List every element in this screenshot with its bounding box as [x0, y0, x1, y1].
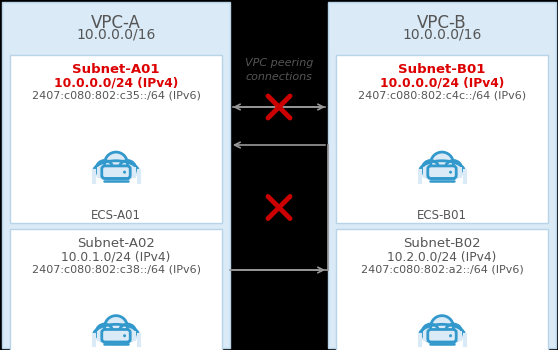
Bar [97, 167, 136, 178]
Text: 10.0.0.0/24 (IPv4): 10.0.0.0/24 (IPv4) [54, 77, 178, 90]
Bar [336, 55, 548, 223]
Text: 10.0.1.0/24 (IPv4): 10.0.1.0/24 (IPv4) [61, 251, 171, 264]
Ellipse shape [94, 161, 138, 182]
Text: 10.0.0.0/16: 10.0.0.0/16 [76, 28, 156, 42]
Text: 2407:c080:802:c35::/64 (IPv6): 2407:c080:802:c35::/64 (IPv6) [32, 91, 200, 101]
Circle shape [431, 316, 454, 338]
Text: Subnet-B02: Subnet-B02 [403, 237, 481, 250]
Text: Subnet-A02: Subnet-A02 [77, 237, 155, 250]
Bar [422, 331, 461, 342]
Ellipse shape [420, 161, 464, 182]
Text: 2407:c080:802:c4c::/64 (IPv6): 2407:c080:802:c4c::/64 (IPv6) [358, 91, 526, 101]
Bar [336, 229, 548, 350]
Text: Subnet-B01: Subnet-B01 [398, 63, 485, 76]
Circle shape [119, 324, 136, 341]
Text: Subnet-A01: Subnet-A01 [72, 63, 160, 76]
Text: ECS-A01: ECS-A01 [91, 209, 141, 222]
Text: VPC peering
connections: VPC peering connections [245, 58, 313, 82]
Text: VPC-B: VPC-B [417, 14, 467, 32]
Ellipse shape [94, 324, 138, 345]
Circle shape [449, 171, 452, 174]
Circle shape [449, 334, 452, 337]
Text: 2407:c080:802:c38::/64 (IPv6): 2407:c080:802:c38::/64 (IPv6) [31, 265, 200, 275]
Ellipse shape [420, 324, 464, 345]
FancyBboxPatch shape [102, 166, 130, 179]
Circle shape [96, 161, 113, 177]
Circle shape [96, 324, 113, 341]
Circle shape [123, 334, 126, 337]
Bar [10, 55, 222, 223]
Text: 10.0.0.0/24 (IPv4): 10.0.0.0/24 (IPv4) [380, 77, 504, 90]
Bar [10, 229, 222, 350]
Text: ECS-B01: ECS-B01 [417, 209, 467, 222]
Circle shape [445, 324, 462, 341]
Circle shape [445, 161, 462, 177]
Circle shape [104, 316, 127, 338]
FancyBboxPatch shape [428, 166, 456, 179]
Circle shape [104, 152, 127, 175]
Circle shape [422, 161, 439, 177]
Circle shape [123, 171, 126, 174]
Circle shape [431, 152, 454, 175]
FancyBboxPatch shape [102, 329, 130, 342]
Text: 10.2.0.0/24 (IPv4): 10.2.0.0/24 (IPv4) [387, 251, 497, 264]
Bar [2, 2, 230, 348]
Bar [422, 167, 461, 178]
Text: VPC-A: VPC-A [91, 14, 141, 32]
Circle shape [119, 161, 136, 177]
Circle shape [422, 324, 439, 341]
Text: 2407:c080:802:a2::/64 (IPv6): 2407:c080:802:a2::/64 (IPv6) [360, 265, 523, 275]
FancyBboxPatch shape [428, 329, 456, 342]
Bar [97, 331, 136, 342]
Bar [328, 2, 556, 348]
Text: 10.0.0.0/16: 10.0.0.0/16 [402, 28, 482, 42]
